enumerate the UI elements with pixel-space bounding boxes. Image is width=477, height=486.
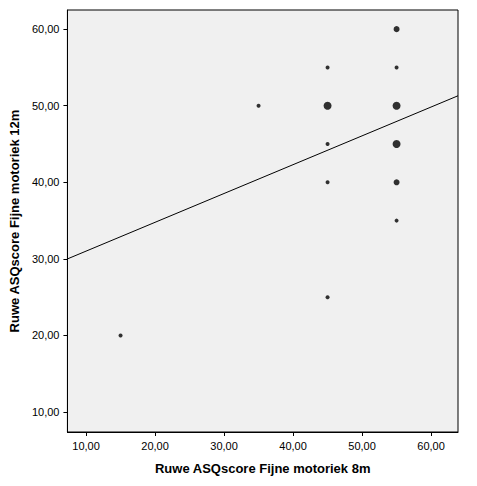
svg-text:30,00: 30,00	[32, 253, 60, 265]
svg-text:30,00: 30,00	[210, 440, 238, 452]
svg-text:50,00: 50,00	[32, 100, 60, 112]
svg-text:40,00: 40,00	[32, 176, 60, 188]
svg-text:Ruwe ASQscore Fijne motoriek 8: Ruwe ASQscore Fijne motoriek 8m	[155, 461, 371, 476]
svg-text:60,00: 60,00	[417, 440, 445, 452]
svg-text:20,00: 20,00	[141, 440, 169, 452]
svg-text:20,00: 20,00	[32, 329, 60, 341]
svg-text:Ruwe ASQscore Fijne motoriek 1: Ruwe ASQscore Fijne motoriek 12m	[7, 110, 22, 333]
svg-text:40,00: 40,00	[279, 440, 307, 452]
svg-text:60,00: 60,00	[32, 23, 60, 35]
svg-text:50,00: 50,00	[348, 440, 376, 452]
svg-text:10,00: 10,00	[72, 440, 100, 452]
svg-text:10,00: 10,00	[32, 406, 60, 418]
